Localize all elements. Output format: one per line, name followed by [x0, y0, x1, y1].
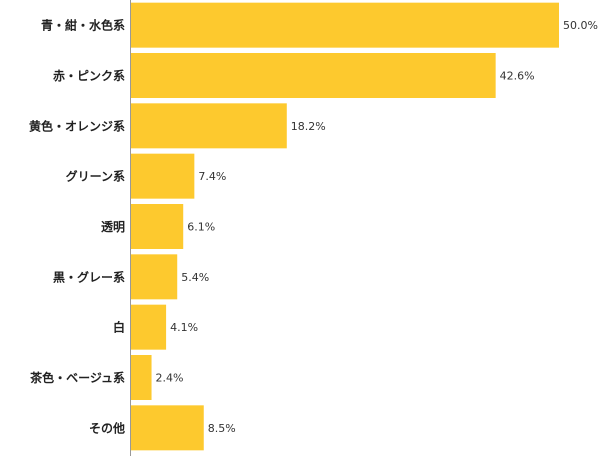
bar — [131, 103, 287, 149]
bar — [131, 254, 178, 300]
bar — [131, 53, 496, 98]
category-label: その他 — [89, 420, 125, 435]
value-label: 42.6% — [500, 70, 535, 83]
value-label: 5.4% — [181, 271, 209, 284]
bar — [131, 204, 184, 249]
category-label: グリーン系 — [66, 169, 125, 184]
value-label: 2.4% — [156, 372, 184, 385]
value-label: 7.4% — [198, 170, 226, 183]
value-label: 4.1% — [170, 321, 198, 334]
category-label: 赤・ピンク系 — [53, 68, 125, 83]
value-label: 50.0% — [563, 19, 598, 32]
bar — [131, 304, 167, 350]
category-label: 黄色・オレンジ系 — [29, 118, 125, 133]
value-label: 8.5% — [208, 422, 236, 435]
category-label: 茶色・ベージュ系 — [29, 370, 125, 385]
category-label: 青・紺・水色系 — [41, 18, 125, 33]
bar — [131, 153, 195, 199]
category-label: 黒・グレー系 — [53, 269, 125, 284]
value-label: 18.2% — [291, 120, 326, 133]
category-label: 白 — [113, 320, 125, 335]
category-label: 透明 — [101, 220, 125, 234]
value-label: 6.1% — [187, 221, 215, 234]
bar — [131, 355, 152, 400]
bar — [131, 405, 204, 451]
bar — [131, 2, 559, 48]
